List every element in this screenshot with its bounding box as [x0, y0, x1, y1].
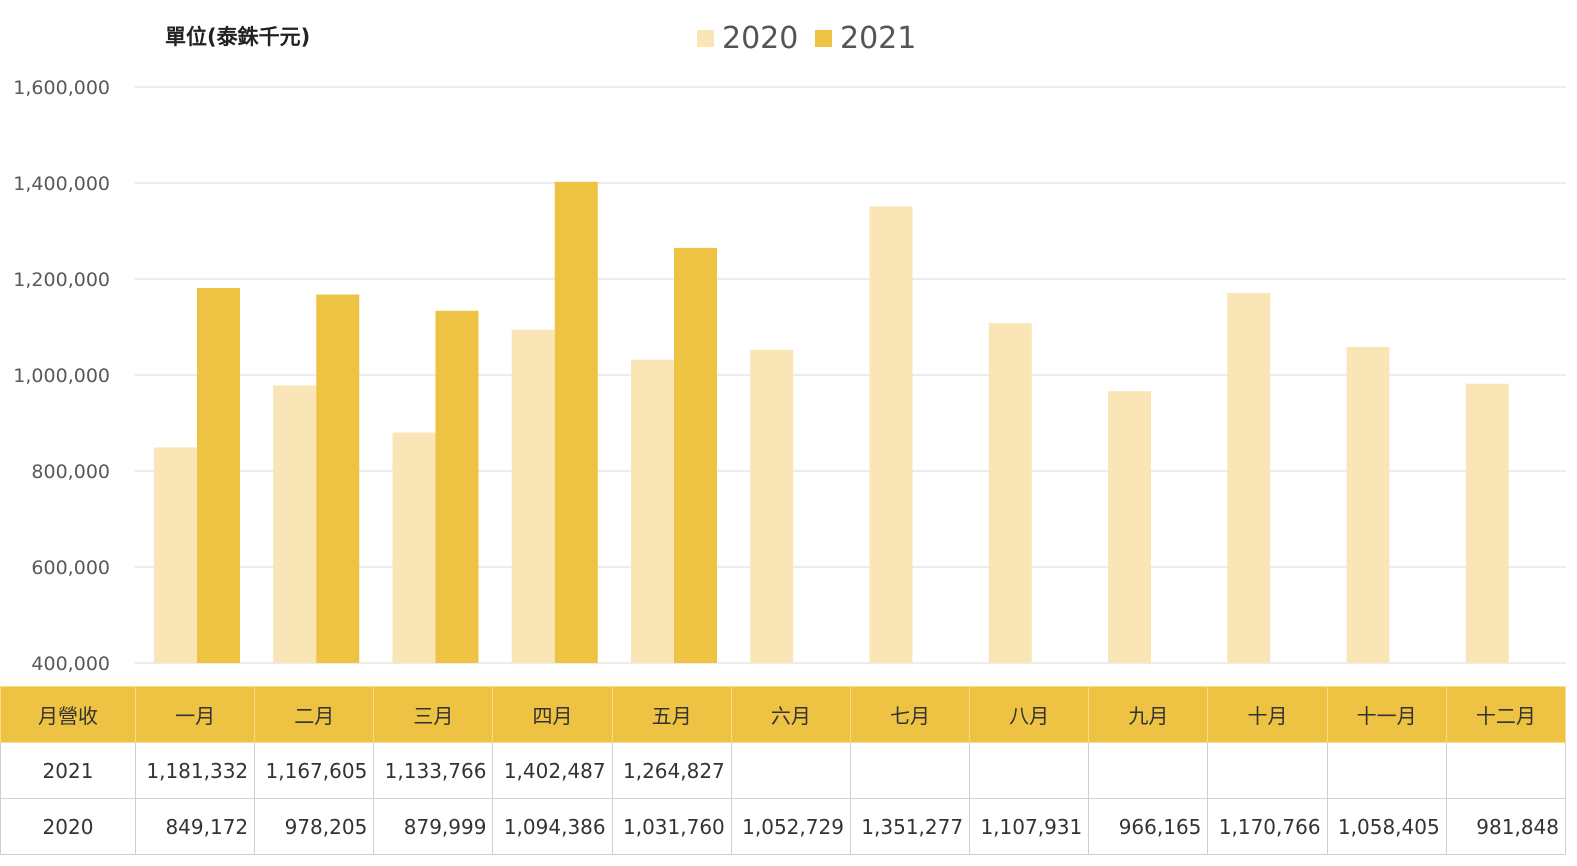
- value-cell: 879,999: [373, 798, 494, 855]
- bar-2021-5: [674, 247, 717, 663]
- value-cell: [849, 742, 971, 799]
- value-cell: 1,167,605: [254, 742, 375, 799]
- value-cell: 1,107,931: [969, 798, 1090, 855]
- bar-2021-4: [554, 181, 598, 663]
- bar-2020-7: [869, 206, 913, 664]
- month-header: 七月: [849, 686, 971, 743]
- value-cell: 1,052,729: [730, 798, 851, 855]
- value-cell: 981,848: [1445, 798, 1567, 855]
- bar-2021-1: [197, 287, 240, 663]
- bar-2020-5: [631, 359, 674, 663]
- bars: [154, 181, 1509, 664]
- value-cell: 1,058,405: [1326, 798, 1447, 855]
- y-tick-label: 1,400,000: [13, 173, 110, 195]
- y-tick-label: 600,000: [31, 557, 110, 579]
- value-cell: [1088, 742, 1209, 799]
- legend: 2020 2021: [697, 21, 916, 56]
- y-tick-label: 1,000,000: [13, 365, 110, 387]
- table-row: 2021 1,181,332 1,167,605 1,133,766 1,402,487…: [0, 742, 1567, 799]
- bar-chart: 單位(泰銖千元) 2020 2021 400,000 600,000 800,000 1…: [13, 21, 1566, 675]
- row-label: 2021: [0, 742, 136, 799]
- value-cell: [1326, 742, 1447, 799]
- table-row: 2020 849,172 978,205 879,999 1,094,386 1,031,…: [0, 798, 1567, 855]
- table-header-label: 月營收: [0, 686, 136, 743]
- bar-2020-8: [988, 323, 1032, 663]
- bar-2020-4: [511, 329, 555, 663]
- month-header: 九月: [1088, 686, 1209, 743]
- month-header: 十月: [1207, 686, 1328, 743]
- bar-2020-9: [1108, 391, 1151, 663]
- bar-2021-2: [316, 294, 360, 663]
- bar-2021-3: [435, 310, 479, 663]
- bar-2020-11: [1346, 346, 1390, 663]
- value-cell: 966,165: [1088, 798, 1209, 855]
- bar-2020-12: [1465, 383, 1509, 663]
- table-header-row: 月營收 一月 二月 三月 四月 五月 六月 七月 八月 九月 十月 十一月 十二月: [0, 686, 1567, 743]
- legend-swatch-2020: [697, 30, 714, 47]
- value-cell: 1,133,766: [373, 742, 494, 799]
- value-cell: 1,402,487: [492, 742, 613, 799]
- value-cell: 1,264,827: [611, 742, 732, 799]
- bar-2020-1: [154, 447, 197, 663]
- y-axis-ticks: 400,000 600,000 800,000 1,000,000 1,200,000 1…: [13, 77, 110, 675]
- row-label: 2020: [0, 798, 136, 855]
- month-header: 二月: [254, 686, 375, 743]
- value-cell: 1,351,277: [849, 798, 971, 855]
- value-cell: [1207, 742, 1328, 799]
- value-cell: 1,094,386: [492, 798, 613, 855]
- value-cell: [1445, 742, 1567, 799]
- value-cell: 849,172: [134, 798, 256, 855]
- y-tick-label: 800,000: [31, 461, 110, 483]
- value-cell: 978,205: [254, 798, 375, 855]
- data-table: 月營收 一月 二月 三月 四月 五月 六月 七月 八月 九月 十月 十一月 十二月 2021 1,181,3…: [0, 686, 1567, 855]
- y-tick-label: 1,600,000: [13, 77, 110, 99]
- legend-swatch-2021: [815, 30, 832, 47]
- legend-label-2020: 2020: [722, 21, 798, 56]
- month-header: 一月: [134, 686, 256, 743]
- month-header: 十二月: [1445, 686, 1567, 743]
- value-cell: [730, 742, 851, 799]
- grid: [135, 86, 1566, 664]
- unit-label: 單位(泰銖千元): [165, 25, 310, 49]
- value-cell: 1,031,760: [611, 798, 732, 855]
- month-header: 五月: [611, 686, 732, 743]
- legend-label-2021: 2021: [840, 21, 916, 56]
- month-header: 三月: [373, 686, 494, 743]
- y-tick-label: 400,000: [31, 653, 110, 675]
- bar-2020-6: [750, 349, 794, 663]
- bar-2020-3: [392, 432, 436, 663]
- value-cell: 1,170,766: [1207, 798, 1328, 855]
- bar-2020-2: [273, 385, 317, 663]
- month-header: 六月: [730, 686, 851, 743]
- value-cell: 1,181,332: [134, 742, 256, 799]
- month-header: 十一月: [1326, 686, 1447, 743]
- month-header: 四月: [492, 686, 613, 743]
- y-tick-label: 1,200,000: [13, 269, 110, 291]
- month-header: 八月: [969, 686, 1090, 743]
- bar-2020-10: [1227, 293, 1271, 663]
- value-cell: [969, 742, 1090, 799]
